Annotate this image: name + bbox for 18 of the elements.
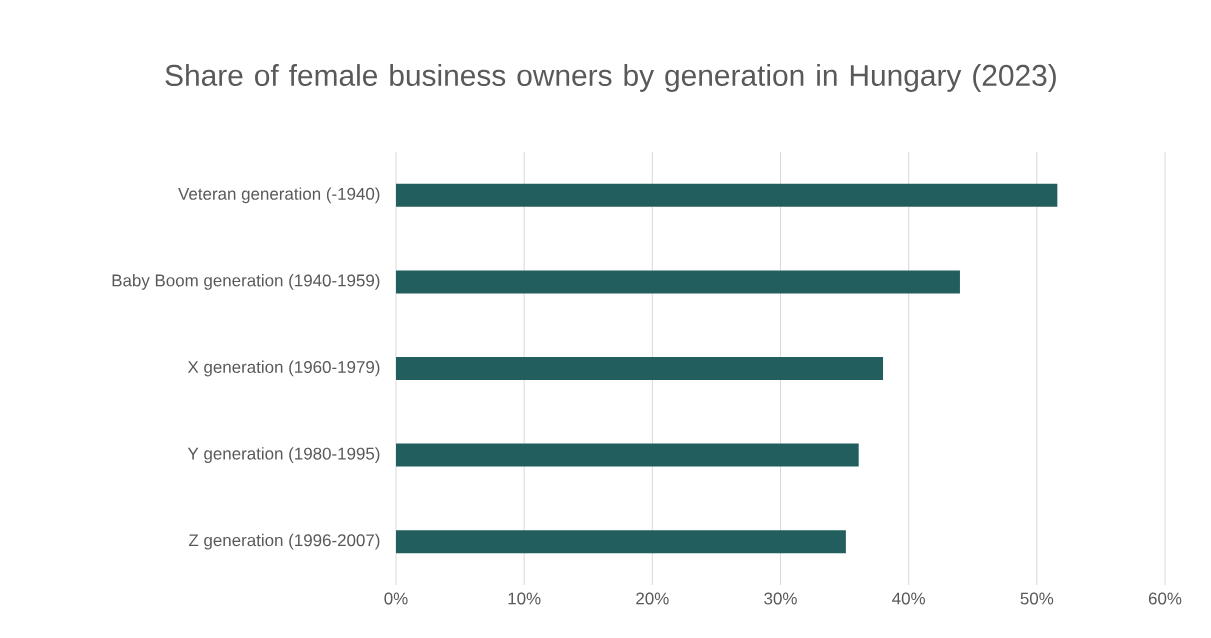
x-tick-label: 40% <box>892 592 926 605</box>
bar <box>396 356 884 380</box>
x-tick-label: 50% <box>1020 592 1054 605</box>
y-tick-label: Baby Boom generation (1940-1959) <box>112 274 380 290</box>
y-tick-label: Veteran generation (-1940) <box>178 187 380 204</box>
y-tick-label: Y generation (1980-1995) <box>187 447 380 463</box>
bar <box>396 183 1058 207</box>
chart-title: Share of female business owners by generation in Hungary (2023) <box>165 64 1056 92</box>
x-tick-label: 10% <box>508 592 541 605</box>
x-tick-label: 30% <box>764 592 797 605</box>
x-tick-label: 20% <box>636 592 669 605</box>
bar <box>396 530 846 554</box>
bar <box>396 270 960 294</box>
x-tick-label: 60% <box>1148 592 1182 605</box>
x-tick-label: 0% <box>384 592 408 605</box>
y-tick-label: Z generation (1996-2007) <box>188 533 380 550</box>
bar <box>396 443 859 467</box>
y-tick-label: X generation (1960-1979) <box>187 360 380 377</box>
